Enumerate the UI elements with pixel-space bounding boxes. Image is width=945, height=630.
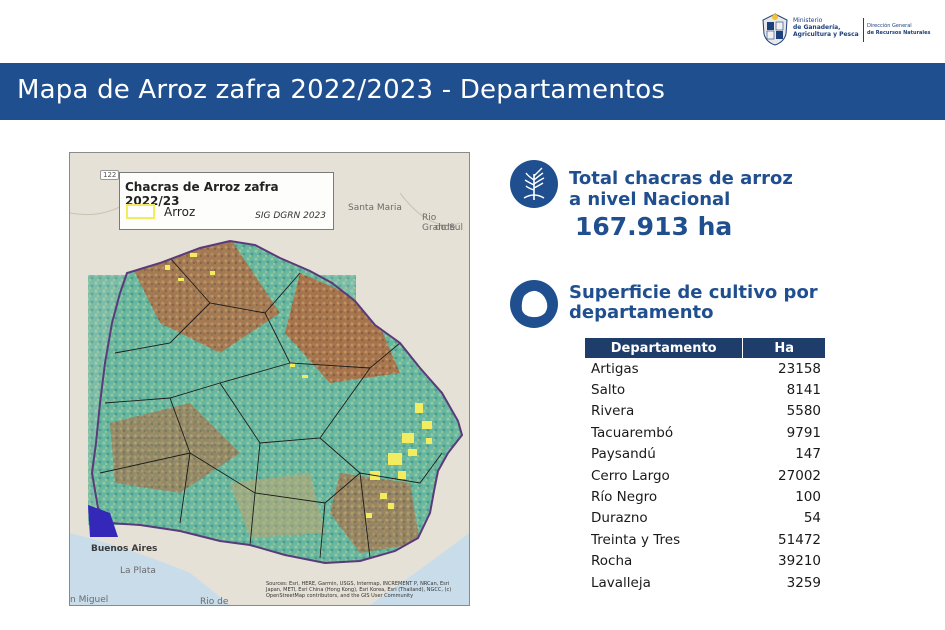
section-title-line-2: departamento <box>569 302 714 323</box>
ministry-line-1: Ministerio <box>793 17 823 24</box>
section-title: Superficie de cultivo por departamento <box>569 283 818 323</box>
row-dept: Rocha <box>591 553 633 570</box>
row-dept: Rivera <box>591 403 635 420</box>
table-row: Rocha 39210 <box>585 551 825 572</box>
row-ha: 5580 <box>786 403 821 420</box>
direction-line-2: de Recursos Naturales <box>867 29 931 36</box>
row-dept: Tacuarembó <box>591 424 674 441</box>
rice-plant-icon <box>510 160 558 208</box>
map-image <box>70 153 469 605</box>
row-ha: 147 <box>795 446 821 463</box>
row-dept: Treinta y Tres <box>591 531 681 548</box>
row-dept: Durazno <box>591 510 648 527</box>
table-row: Tacuarembó 9791 <box>585 422 825 443</box>
row-ha: 3259 <box>786 574 821 591</box>
logo-divider <box>863 18 864 42</box>
table-row: Río Negro 100 <box>585 486 825 507</box>
section-title-line-1: Superficie de cultivo por <box>569 282 818 303</box>
header-ha: Ha <box>742 338 825 358</box>
legend-rice-swatch <box>126 204 155 219</box>
map-legend: Chacras de Arroz zafra 2022/23 Arroz SIG… <box>119 172 334 230</box>
row-ha: 23158 <box>778 360 821 377</box>
label-rio-grande: Rio Grande <box>422 213 456 233</box>
total-title-line-2: a nivel Nacional <box>569 189 731 210</box>
row-dept: Río Negro <box>591 489 658 506</box>
total-title: Total chacras de arroz a nivel Nacional <box>569 168 793 210</box>
ministry-line-2: de Ganadería, <box>793 24 841 31</box>
table-row: Artigas 23158 <box>585 358 825 379</box>
row-ha: 8141 <box>786 382 821 399</box>
table-row: Treinta y Tres 51472 <box>585 529 825 550</box>
department-table: Departamento Ha Artigas 23158 Salto 8141 R… <box>585 338 825 593</box>
label-buenos-aires: Buenos Aires <box>91 544 158 554</box>
label-santa-maria: Santa Maria <box>348 203 402 213</box>
row-ha: 39210 <box>778 553 821 570</box>
uruguay-seal-icon <box>762 13 788 46</box>
direction-line-1: Dirección General <box>867 23 912 29</box>
row-ha: 100 <box>795 489 821 506</box>
road-badge: 122 <box>100 170 120 180</box>
label-la-plata: La Plata <box>120 566 156 576</box>
label-san-miguel: n Miguel <box>70 595 109 605</box>
uruguay-map-icon <box>510 280 558 328</box>
rice-map: Chacras de Arroz zafra 2022/23 Arroz SIG… <box>69 152 470 606</box>
ministry-line-3: Agricultura y Pesca <box>793 31 859 38</box>
row-dept: Cerro Largo <box>591 467 670 484</box>
label-rio-de: Rio de <box>200 597 229 606</box>
table-row: Cerro Largo 27002 <box>585 465 825 486</box>
map-sources: Sources: Esri, HERE, Garmin, USGS, Inter… <box>266 581 452 599</box>
header-departamento: Departamento <box>585 338 743 358</box>
page-title: Mapa de Arroz zafra 2022/2023 - Departam… <box>17 75 666 105</box>
row-ha: 9791 <box>786 424 821 441</box>
table-row: Durazno 54 <box>585 508 825 529</box>
table-row: Rivera 5580 <box>585 401 825 422</box>
legend-credit: SIG DGRN 2023 <box>255 211 326 221</box>
row-dept: Paysandú <box>591 446 656 463</box>
title-band: Mapa de Arroz zafra 2022/2023 - Departam… <box>0 63 945 120</box>
row-ha: 51472 <box>778 531 821 548</box>
total-title-line-1: Total chacras de arroz <box>569 168 793 189</box>
row-dept: Artigas <box>591 360 639 377</box>
table-header-row: Departamento Ha <box>585 338 825 358</box>
row-dept: Salto <box>591 382 626 399</box>
label-do-sul: do Sul <box>435 223 463 233</box>
table-row: Lavalleja 3259 <box>585 572 825 593</box>
legend-title: Chacras de Arroz zafra 2022/23 <box>125 180 279 208</box>
row-dept: Lavalleja <box>591 574 651 591</box>
total-value: 167.913 ha <box>575 212 733 241</box>
row-ha: 27002 <box>778 467 821 484</box>
row-ha: 54 <box>803 510 821 527</box>
table-row: Paysandú 147 <box>585 444 825 465</box>
table-row: Salto 8141 <box>585 379 825 400</box>
ministry-logo: Ministerio de Ganadería, Agricultura y P… <box>760 12 931 48</box>
legend-rice-label: Arroz <box>164 205 196 219</box>
